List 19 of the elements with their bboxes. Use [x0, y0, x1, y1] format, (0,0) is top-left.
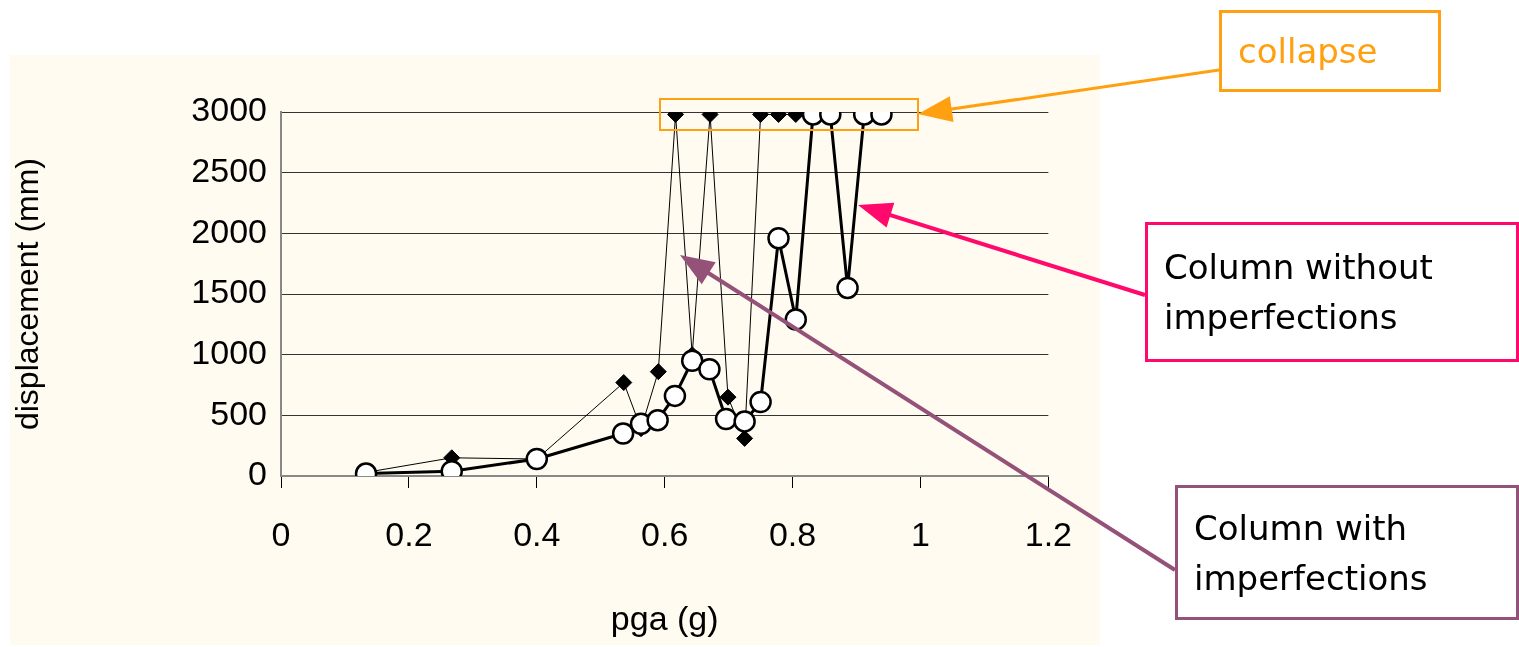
x-tick-label: 1	[911, 514, 930, 553]
text: Column without imperfections	[1145, 222, 1519, 362]
y-tick-label: 2500	[191, 151, 267, 190]
y-tick-label: 0	[248, 454, 267, 493]
text: collapse	[1219, 10, 1441, 92]
y-tick-label: 3000	[191, 90, 267, 129]
y-tick-label: 1500	[191, 272, 267, 311]
y-tick-label: 1000	[191, 333, 267, 372]
y-tick-label: 500	[210, 393, 267, 432]
x-tick-label: 1.2	[1024, 514, 1072, 553]
x-tick-label: 0	[271, 514, 291, 553]
y-tick-label: 2000	[191, 211, 267, 250]
y-axis-title: displacement (mm)	[9, 157, 46, 431]
x-tick-label: 0.2	[385, 514, 433, 553]
x-tick-label: 0.6	[641, 514, 689, 553]
x-tick-label: 0.8	[768, 514, 817, 553]
x-tick-label: 0.4	[513, 514, 561, 553]
x-axis-title: pga (g)	[610, 598, 719, 637]
text: Column with imperfections	[1175, 485, 1519, 620]
